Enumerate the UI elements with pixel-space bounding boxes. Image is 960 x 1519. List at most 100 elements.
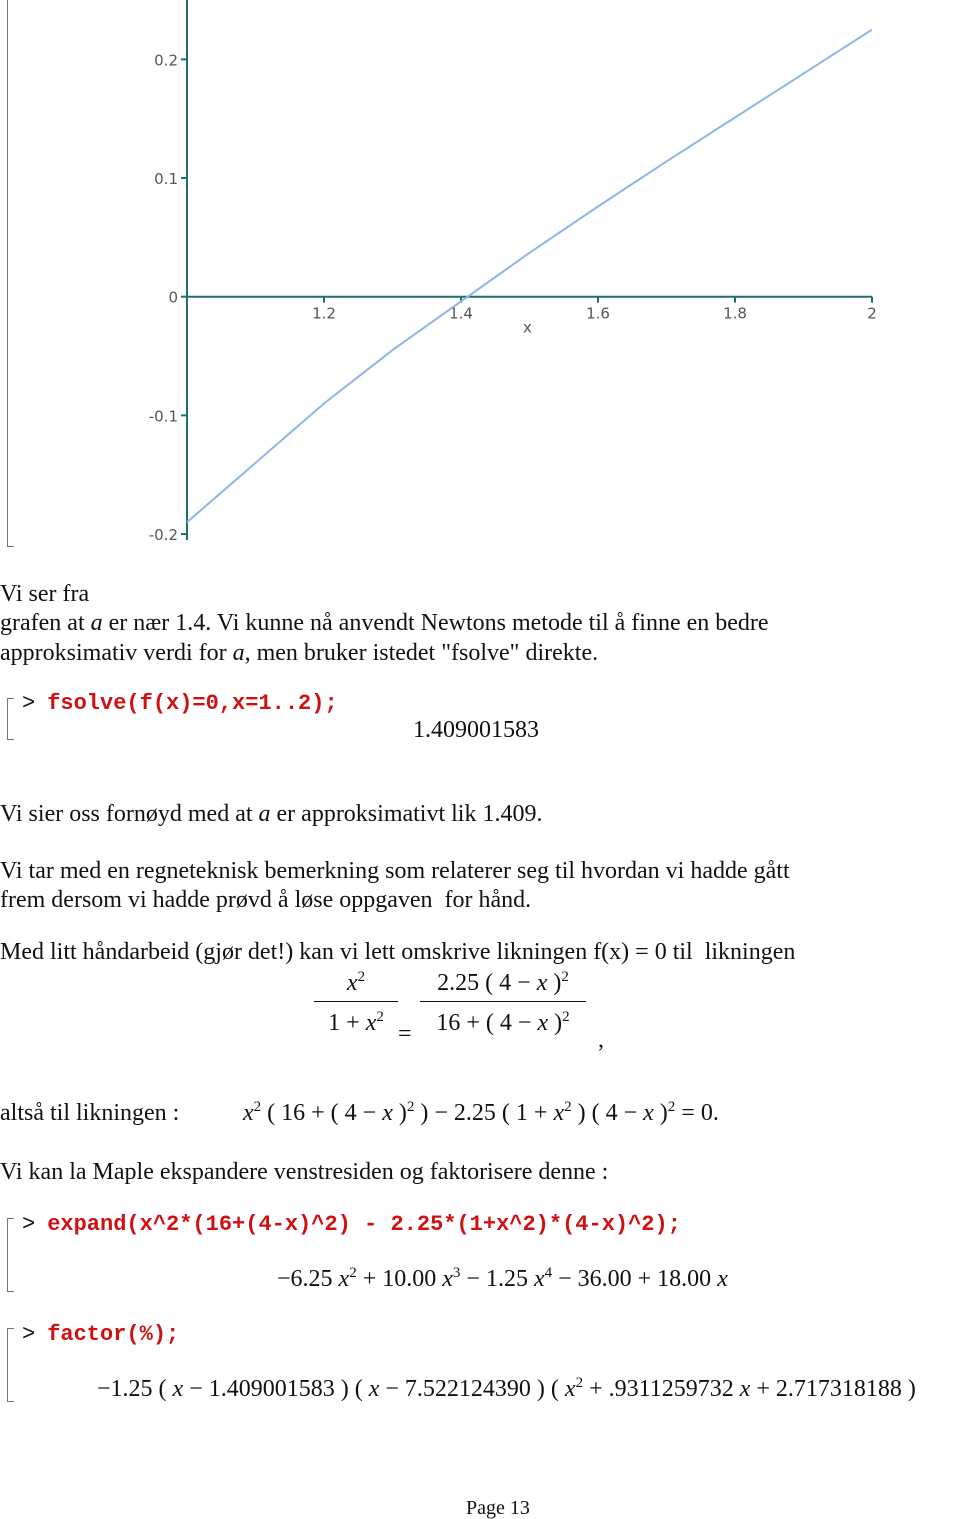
italic: a [232,640,245,666]
x-axis-label: x [523,319,532,337]
text: + 2.717318188 ) [750,1376,916,1402]
x-tick-label: 1.2 [312,305,336,323]
text: 1 + [328,1010,366,1036]
numerator: x2 [314,970,398,1002]
denominator: 1 + x2 [314,1002,398,1037]
italic: a [258,801,271,827]
prompt: > [22,1212,36,1237]
text: −1.25 ( [97,1376,173,1402]
text: 16 + ( 4 − [436,1010,538,1036]
curve [186,28,873,523]
command: > fsolve(f(x)=0,x=1..2); [22,690,338,718]
text: Vi kan la Maple ekspandere venstresiden … [0,1159,609,1185]
superscript: 2 [575,1375,584,1391]
italic: x [564,1376,576,1402]
command-input: fsolve(f(x)=0,x=1..2); [47,691,338,716]
y-tick-label: -0.2 [149,526,178,544]
output: −1.25 ( x − 1.409001583 ) ( x − 7.522124… [97,1375,916,1403]
text: − 7.522124390 ) ( [379,1376,565,1402]
text: grafen at [0,610,91,636]
group-bracket [7,0,14,547]
text: + .9311259732 [583,1376,740,1402]
fraction: 2.25 ( 4 − x )2 16 + ( 4 − x )2 [420,970,586,1037]
command: > factor(%); [22,1321,179,1349]
text: er approksimativt lik 1.409. [270,801,543,827]
italic: x [346,970,358,996]
text-line: Vi ser fra [0,580,89,608]
x-tick-label: 2 [867,305,877,323]
superscript: 2 [253,1099,262,1115]
text: , men bruker istedet "fsolve" direkte. [244,640,599,666]
text: approksimativ verdi for [0,640,233,666]
italic: x [382,1100,393,1126]
x-tick-label: 1.6 [586,305,610,323]
text-line: approksimativ verdi for a, men bruker is… [0,639,598,667]
text-line: altså til likningen : [0,1100,180,1126]
text: ) [547,970,562,996]
group-bracket [7,698,14,740]
prompt: > [22,1322,36,1347]
page-number: Page 13 [466,1497,530,1519]
text-line: grafen at a er nær 1.4. Vi kunne nå anve… [0,609,769,637]
text: = 0. [675,1100,719,1126]
text: er nær 1.4. Vi kunne nå anvendt Newtons … [102,610,769,636]
plot: -0.2 -0.1 0 0.1 0.2 1.2 1.4 1.6 1.8 2 x [149,0,877,544]
text: − 1.409001583 ) ( [183,1376,369,1402]
text: frem dersom vi hadde prøvd å løse oppgav… [0,887,532,913]
italic: x [717,1266,728,1292]
text: Vi ser fra [0,581,90,607]
italic: x [643,1100,654,1126]
text: Vi tar med en regneteknisk bemerkning so… [0,858,790,884]
group-bracket [7,1218,14,1292]
italic: x [533,1266,545,1292]
y-tick-label: 0 [168,289,178,307]
output: 1.409001583 [413,717,539,743]
italic: x [442,1266,453,1292]
text: ) [653,1100,668,1126]
numerator: 2.25 ( 4 − x )2 [420,970,586,1002]
italic: x [243,1100,254,1126]
y-tick-label: 0.2 [154,51,178,69]
x-tick-label: 1.8 [723,305,747,323]
superscript: 3 [452,1265,461,1281]
text: − 1.25 [460,1266,534,1292]
superscript: 2 [406,1099,415,1115]
math: x2 ( 16 + ( 4 − x )2 ) − 2.25 ( 1 + x2 )… [243,1099,719,1127]
superscript: 2 [561,969,569,985]
superscript: 4 [544,1265,553,1281]
text: + 10.00 [356,1266,443,1292]
italic: x [739,1376,751,1402]
text: 2.25 ( 4 − [437,970,537,996]
text: Med litt håndarbeid (gjør det!) kan vi l… [0,939,796,965]
text-line: Vi sier oss fornøyd med at a er approksi… [0,800,542,828]
superscript: 2 [376,1009,384,1025]
superscript: 2 [349,1265,357,1281]
equals: = [398,1021,412,1047]
command: > expand(x^2*(16+(4-x)^2) - 2.25*(1+x^2)*… [22,1211,681,1239]
fraction: x2 1 + x2 [314,970,398,1037]
text: ) ( 4 − [571,1100,644,1126]
italic: x [338,1266,350,1292]
italic: x [553,1100,565,1126]
text: Vi sier oss fornøyd med at [0,801,259,827]
text: ( 16 + ( 4 − [261,1100,383,1126]
italic: x [536,970,548,996]
superscript: 2 [564,1099,572,1115]
superscript: 2 [667,1099,676,1115]
text: ) [392,1100,407,1126]
command-input: expand(x^2*(16+(4-x)^2) - 2.25*(1+x^2)*(… [47,1212,681,1237]
superscript: 2 [562,1009,570,1025]
comma: , [598,1027,604,1053]
output: −6.25 x2 + 10.00 x3 − 1.25 x4 − 36.00 + … [277,1265,728,1293]
denominator: 16 + ( 4 − x )2 [420,1002,586,1037]
italic: x [368,1376,380,1402]
italic: x [365,1010,377,1036]
command-input: factor(%); [47,1322,180,1347]
superscript: 2 [357,969,366,985]
prompt: > [22,691,36,716]
text: − 36.00 + 18.00 [552,1266,718,1292]
italic: a [90,610,103,636]
group-bracket [7,1328,14,1402]
text-line: Vi kan la Maple ekspandere venstresiden … [0,1158,608,1186]
